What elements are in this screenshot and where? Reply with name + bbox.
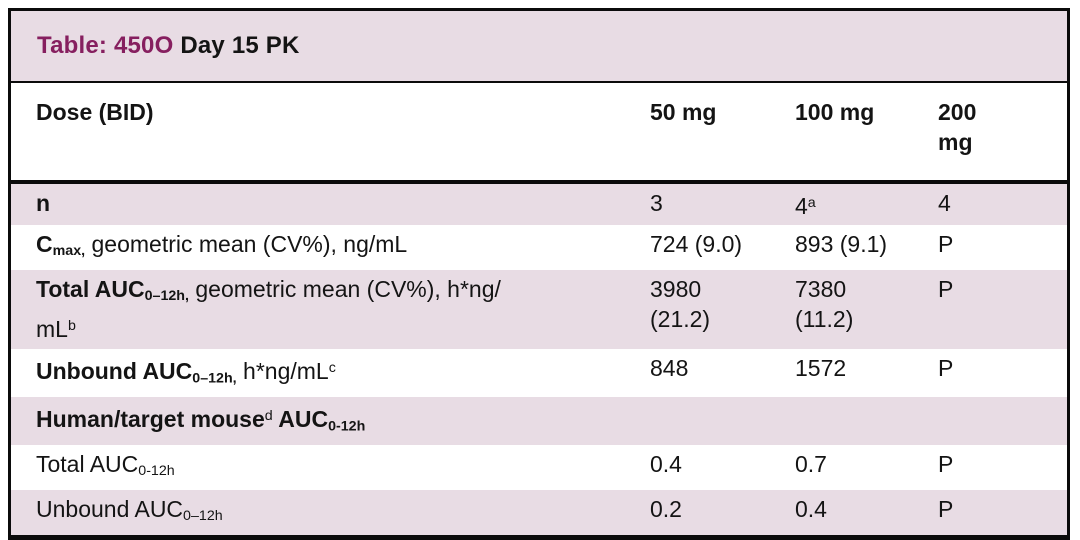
text-segment: geometric mean (CV%), h*ng/ bbox=[188, 276, 501, 303]
header-cell-50mg: 50 mg bbox=[650, 97, 795, 127]
text-segment: 4 bbox=[938, 190, 951, 216]
subscript-text: 0-12h bbox=[138, 463, 175, 480]
table-title-row: Table: 450O Day 15 PK bbox=[11, 11, 1067, 83]
table-body: n 3 4a 4 Cmax, geometric mean (CV%), ng/mL 72… bbox=[11, 184, 1067, 536]
text-segment: 893 (9.1) bbox=[795, 231, 888, 258]
table-row: Unbound AUC0–12h 0.2 0.4 P bbox=[11, 490, 1067, 536]
text-segment: 200 bbox=[938, 99, 977, 125]
text-segment: P bbox=[938, 231, 954, 258]
value-cell: P bbox=[938, 270, 1067, 308]
text-segment: P bbox=[938, 354, 954, 381]
text-segment: geometric mean (CV%), ng/mL bbox=[85, 231, 408, 258]
row-label-cell: Total AUC0–12h, geometric mean (CV%), h*… bbox=[11, 270, 650, 348]
row-label-cell: Human/target moused AUC0-12h bbox=[11, 397, 650, 445]
value-cell: 893 (9.1) bbox=[795, 225, 938, 263]
value-cell: 848 bbox=[650, 349, 795, 387]
superscript-text: c bbox=[328, 359, 336, 376]
value-cell: 4a bbox=[795, 184, 938, 225]
table-row: Cmax, geometric mean (CV%), ng/mL 724 (9.… bbox=[11, 225, 1067, 270]
text-segment: mg bbox=[938, 129, 973, 155]
text-segment: h*ng/mL bbox=[236, 357, 329, 384]
text-segment: 848 bbox=[650, 354, 689, 381]
text-segment: Unbound AUC bbox=[36, 357, 193, 384]
value-cell: 0.2 bbox=[650, 490, 795, 528]
value-cell: 0.4 bbox=[650, 445, 795, 483]
text-segment: P bbox=[938, 276, 954, 303]
text-segment: 3980 bbox=[650, 276, 702, 303]
table-header-row: Dose (BID) 50 mg 100 mg 200 mg bbox=[11, 83, 1067, 184]
text-segment: 7380 bbox=[795, 276, 847, 303]
superscript-text: a bbox=[807, 195, 816, 211]
value-cell bbox=[938, 397, 1067, 405]
row-label-cell: Cmax, geometric mean (CV%), ng/mL bbox=[11, 225, 650, 270]
value-cell: 7380 (11.2) bbox=[795, 270, 938, 338]
value-cell: P bbox=[938, 445, 1067, 483]
subscript-text: 0–12h bbox=[183, 508, 223, 525]
text-segment: Unbound AUC bbox=[36, 496, 184, 523]
value-cell: P bbox=[938, 349, 1067, 387]
header-cell-dose: Dose (BID) bbox=[11, 97, 650, 127]
text-segment: mL bbox=[36, 316, 68, 343]
superscript-text: b bbox=[67, 318, 76, 335]
row-label-cell: Unbound AUC0–12h, h*ng/mLc bbox=[11, 349, 650, 397]
table-title-accession: Table: 450O bbox=[37, 32, 174, 59]
row-label-cell: n bbox=[11, 184, 650, 222]
text-segment: 724 (9.0) bbox=[650, 231, 743, 258]
text-segment: 3 bbox=[650, 190, 663, 216]
text-segment: 100 mg bbox=[795, 99, 875, 125]
text-segment: 0.4 bbox=[795, 496, 827, 523]
value-cell: P bbox=[938, 490, 1067, 528]
header-cell-200mg: 200 mg bbox=[938, 97, 1067, 157]
subscript-text: 0–12h, bbox=[144, 288, 189, 305]
value-cell: 3980 (21.2) bbox=[650, 270, 795, 338]
subscript-text: 0–12h, bbox=[192, 369, 237, 386]
text-segment: C bbox=[36, 231, 53, 258]
text-segment: (11.2) bbox=[795, 306, 854, 333]
text-segment: 0.2 bbox=[650, 496, 682, 523]
text-segment: n bbox=[36, 190, 51, 216]
table-row: n 3 4a 4 bbox=[11, 184, 1067, 226]
text-segment: 0.4 bbox=[650, 451, 682, 477]
text-segment: (21.2) bbox=[650, 306, 711, 333]
value-cell: 0.7 bbox=[795, 445, 938, 483]
subscript-text: 0-12h bbox=[328, 418, 366, 434]
text-segment: 0.7 bbox=[795, 451, 827, 477]
value-cell: 3 bbox=[650, 184, 795, 222]
text-segment: 50 mg bbox=[650, 99, 717, 125]
superscript-text: d bbox=[264, 407, 273, 424]
value-cell: 1572 bbox=[795, 349, 938, 387]
row-label-cell: Unbound AUC0–12h bbox=[11, 490, 650, 535]
row-label-cell: Total AUC0-12h bbox=[11, 445, 650, 490]
header-cell-100mg: 100 mg bbox=[795, 97, 938, 127]
text-segment: 1572 bbox=[795, 354, 847, 381]
value-cell bbox=[795, 397, 938, 405]
text-segment: AUC bbox=[272, 405, 329, 432]
table-row: Unbound AUC0–12h, h*ng/mLc 848 1572 P bbox=[11, 349, 1067, 397]
text-segment: P bbox=[938, 496, 954, 523]
text-segment: P bbox=[938, 451, 954, 477]
table-title-text: Day 15 PK bbox=[173, 32, 300, 59]
value-cell: P bbox=[938, 225, 1067, 263]
text-segment: 4 bbox=[795, 193, 808, 220]
value-cell: 724 (9.0) bbox=[650, 225, 795, 263]
text-segment: Total AUC bbox=[36, 276, 145, 303]
table-row: Total AUC0-12h 0.4 0.7 P bbox=[11, 445, 1067, 490]
text-segment: Human/target mouse bbox=[36, 405, 265, 432]
value-cell: 0.4 bbox=[795, 490, 938, 528]
text-segment: Dose (BID) bbox=[36, 99, 154, 125]
text-segment: Total AUC bbox=[36, 451, 139, 477]
value-cell bbox=[650, 397, 795, 405]
subscript-text: max, bbox=[52, 243, 86, 260]
table-row: Total AUC0–12h, geometric mean (CV%), h*… bbox=[11, 270, 1067, 349]
table-row: Human/target moused AUC0-12h bbox=[11, 396, 1067, 445]
pk-results-table: Table: 450O Day 15 PK Dose (BID) 50 mg 1… bbox=[8, 8, 1070, 540]
value-cell: 4 bbox=[938, 184, 1067, 222]
